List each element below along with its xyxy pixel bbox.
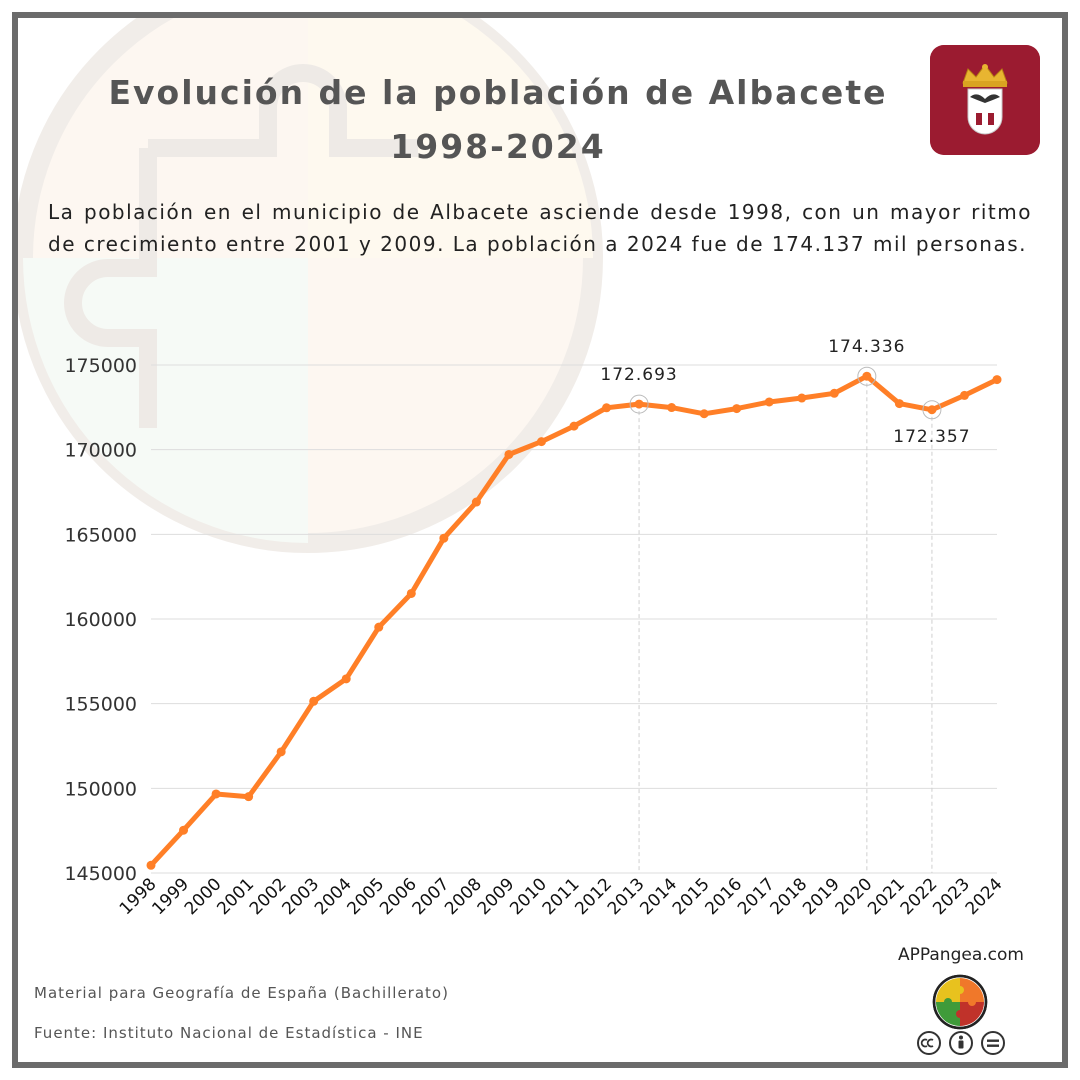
nd-icon (981, 1031, 1005, 1055)
chart-description: La población en el municipio de Albacete… (48, 200, 1032, 256)
data-point-2023 (959, 390, 969, 400)
data-point-2004 (341, 674, 351, 684)
y-axis-ticks: 145000 150000 155000 160000 165000 170000 1750… (64, 355, 137, 885)
x-tick-label: 2017 (734, 874, 779, 919)
data-point-2014 (667, 403, 677, 413)
x-tick-label: 2012 (571, 874, 616, 919)
data-point-2020 (862, 371, 872, 381)
page-title: Evolución de la población de Albacete 19… (38, 66, 958, 174)
x-tick-label: 2004 (311, 874, 356, 919)
data-point-2007 (439, 533, 449, 543)
data-point-2006 (406, 588, 416, 598)
infographic-frame: Evolución de la población de Albacete 19… (12, 12, 1068, 1068)
data-point-2019 (829, 388, 839, 398)
y-tick-label: 175000 (64, 355, 137, 377)
y-tick-label: 155000 (64, 694, 137, 716)
data-point-2018 (797, 393, 807, 403)
data-point-2010 (536, 437, 546, 447)
highlight-ring-2013 (629, 394, 649, 414)
x-tick-label: 2003 (278, 874, 323, 919)
data-point-2015 (699, 409, 709, 419)
data-point-2003 (309, 696, 319, 706)
appangea-puzzle-logo-icon (932, 974, 988, 1030)
x-tick-label: 2000 (181, 874, 226, 919)
data-point-2000 (211, 789, 221, 799)
x-tick-label: 2019 (799, 874, 844, 919)
highlight-ring-2022 (922, 400, 942, 420)
x-tick-label: 2014 (636, 874, 681, 919)
x-tick-label: 2021 (864, 874, 909, 919)
x-tick-label: 2013 (604, 874, 649, 919)
title-line-2: 1998-2024 (390, 127, 606, 166)
y-tick-label: 165000 (64, 524, 137, 546)
data-point-2009 (504, 449, 514, 459)
data-point-2024 (992, 375, 1002, 385)
data-point-2012 (602, 403, 612, 413)
data-point-2016 (732, 404, 742, 414)
data-label-2013: 172.693 (600, 365, 677, 385)
data-points (146, 371, 1002, 870)
y-tick-label: 150000 (64, 778, 137, 800)
x-tick-label: 2015 (669, 874, 714, 919)
x-tick-label: 2001 (213, 874, 258, 919)
data-label-2022: 172.357 (893, 427, 970, 447)
data-point-1998 (146, 860, 156, 870)
data-point-2001 (244, 792, 254, 802)
data-point-2011 (569, 421, 579, 431)
x-axis-ticks: 1998199920002001200220032004200520062007… (116, 874, 1007, 919)
x-tick-label: 2007 (409, 874, 454, 919)
data-point-2002 (276, 747, 286, 757)
population-line-chart: 145000 150000 155000 160000 165000 170000 1750… (64, 337, 1007, 919)
x-tick-label: 2010 (506, 874, 551, 919)
data-point-2017 (764, 397, 774, 407)
site-link[interactable]: APPangea.com (898, 945, 1024, 965)
data-point-2022 (927, 405, 937, 415)
data-point-2008 (471, 497, 481, 507)
y-tick-label: 170000 (64, 440, 137, 462)
x-tick-label: 2023 (929, 874, 974, 919)
credit-text: Material para Geografía de España (Bachi… (34, 984, 449, 1002)
data-point-2021 (894, 399, 904, 409)
albacete-coat-of-arms-icon (930, 45, 1040, 155)
cc-icon (917, 1031, 941, 1055)
license-badges (917, 1031, 1005, 1055)
data-point-2013 (634, 399, 644, 409)
x-tick-label: 2002 (246, 874, 291, 919)
x-tick-label: 2024 (962, 874, 1007, 919)
data-point-1999 (179, 825, 189, 835)
x-tick-label: 2008 (441, 874, 486, 919)
x-tick-label: 2009 (474, 874, 519, 919)
x-tick-label: 1999 (148, 874, 193, 919)
x-tick-label: 2016 (701, 874, 746, 919)
x-tick-label: 2018 (767, 874, 812, 919)
by-icon (949, 1031, 973, 1055)
data-point-2005 (374, 622, 384, 632)
chart-grid (151, 364, 997, 874)
x-tick-label: 2006 (376, 874, 421, 919)
highlight-ring-2020 (857, 366, 877, 386)
x-tick-label: 2011 (539, 874, 584, 919)
y-tick-label: 145000 (64, 863, 137, 885)
x-tick-label: 2020 (832, 874, 877, 919)
x-tick-label: 2022 (897, 874, 942, 919)
y-tick-label: 160000 (64, 609, 137, 631)
x-tick-label: 2005 (344, 874, 389, 919)
annotation-guides (638, 376, 933, 873)
title-line-1: Evolución de la población de Albacete (108, 73, 888, 112)
data-labels: 172.693 174.336 172.357 (600, 337, 970, 447)
data-label-2020: 174.336 (828, 337, 905, 357)
source-text: Fuente: Instituto Nacional de Estadístic… (34, 1024, 424, 1042)
